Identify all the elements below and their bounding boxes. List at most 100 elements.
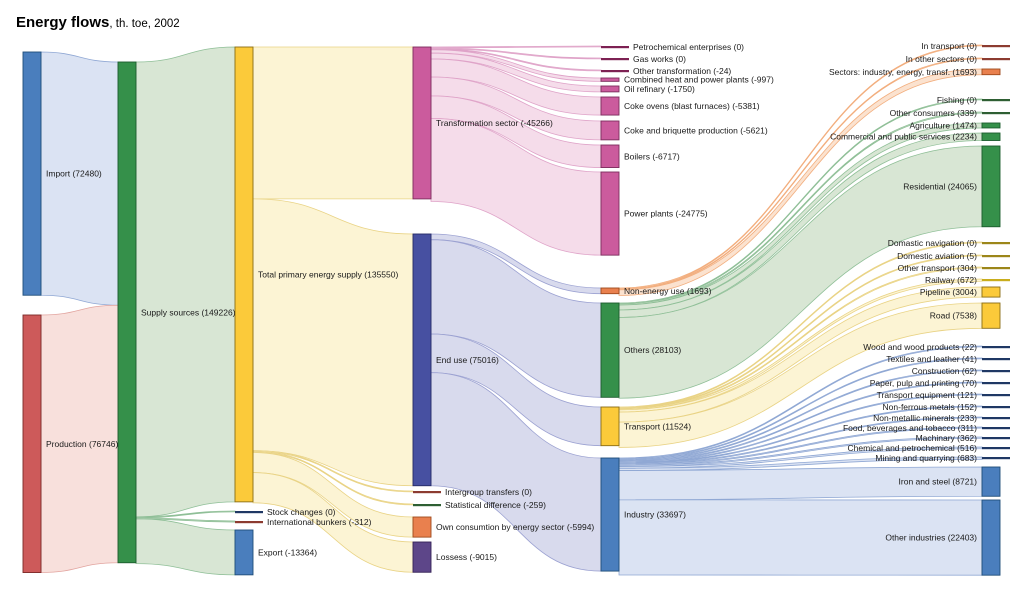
label-production: Production (76746) — [46, 439, 118, 449]
label-powerplants: Power plants (-24775) — [624, 209, 708, 219]
node-construction — [982, 370, 1010, 373]
label-nonferrous: Non-ferrous metals (152) — [883, 402, 978, 412]
node-commercial — [981, 132, 1001, 141]
node-inothersectors — [982, 58, 1010, 61]
node-otherindustries — [981, 499, 1001, 576]
label-import: Import (72480) — [46, 169, 102, 179]
label-construction: Construction (62) — [912, 366, 977, 376]
label-supply: Supply sources (149226) — [141, 307, 236, 317]
label-export: Export (-13364) — [258, 547, 317, 557]
label-gasworks: Gas works (0) — [633, 54, 686, 64]
label-others: Others (28103) — [624, 345, 681, 355]
label-machinery: Machinary (362) — [916, 433, 978, 443]
label-intergroup: Intergroup transfers (0) — [445, 487, 532, 497]
node-transport — [600, 406, 620, 447]
node-transportequipment — [982, 394, 1010, 397]
label-othertransformation: Other transformation (-24) — [633, 66, 731, 76]
label-fishing: Fishing (0) — [937, 95, 977, 105]
label-boilers: Boilers (-6717) — [624, 151, 680, 161]
label-bunkers: International bunkers (-312) — [267, 517, 372, 527]
label-transport: Transport (11524) — [624, 421, 691, 431]
node-tpes — [234, 46, 254, 503]
node-import — [22, 51, 42, 296]
label-agriculture: Agriculture (1474) — [909, 120, 977, 130]
label-otherindustries: Other industries (22403) — [885, 533, 977, 543]
node-export — [234, 529, 254, 576]
flow-transformation-to-petrochemical — [430, 45, 602, 49]
label-chemical: Chemical and petrochemical (516) — [848, 443, 978, 453]
node-othertransport — [982, 267, 1010, 270]
label-nonmetallic: Non-metallic minerals (233) — [873, 413, 977, 423]
node-boilers — [600, 144, 620, 168]
title-main: Energy flows — [16, 14, 110, 31]
node-losses — [412, 541, 432, 573]
node-ironsteel — [981, 466, 1001, 497]
label-industry: Industry (33697) — [624, 510, 686, 520]
label-railway: Railway (672) — [925, 275, 977, 285]
node-bunkers — [235, 521, 263, 524]
label-transportequipment: Transport equipment (121) — [877, 390, 977, 400]
node-nonmetallic — [982, 417, 1010, 420]
node-othertransformation — [601, 70, 629, 73]
node-nonferrous — [982, 406, 1010, 409]
node-chemical — [982, 447, 1010, 450]
node-domnavigation — [982, 242, 1010, 245]
label-wood: Wood and wood products (22) — [863, 342, 977, 352]
node-mining — [982, 457, 1010, 460]
node-production — [22, 314, 42, 573]
label-textiles: Textiles and leather (41) — [886, 354, 977, 364]
flow-tpes-to-enduse — [252, 198, 414, 487]
node-others — [600, 302, 620, 398]
node-pipeline — [981, 286, 1001, 298]
flow-tpes-to-transformation — [252, 46, 414, 200]
label-road: Road (7538) — [930, 311, 977, 321]
label-chp: Combined heat and power plants (-997) — [624, 75, 774, 85]
node-cokebriquette — [600, 120, 620, 141]
label-oilrefinery: Oil refinary (-1750) — [624, 84, 695, 94]
node-nonenergy — [600, 287, 620, 295]
label-paper: Paper, pulp and printing (70) — [870, 378, 977, 388]
label-sectorsiet: Sectors: industry, energy, transf. (1693… — [829, 67, 977, 77]
node-otherconsumers — [982, 112, 1010, 115]
label-nonenergy: Non-energy use (1693) — [624, 286, 712, 296]
node-stock — [235, 511, 263, 514]
node-wood — [982, 346, 1010, 349]
label-enduse: End use (75016) — [436, 355, 499, 365]
node-powerplants — [600, 171, 620, 256]
flow-supply-to-export — [135, 518, 236, 576]
title-subtitle: , th. toe, 2002 — [109, 18, 180, 30]
label-inothersectors: In other sectors (0) — [906, 54, 978, 64]
node-intergroup — [413, 491, 441, 494]
label-cokeovens: Coke ovens (blast furnaces) (-5381) — [624, 101, 760, 111]
flow-industry-to-mining — [618, 456, 983, 471]
node-ownconsumption — [412, 516, 432, 538]
label-cokebriquette: Coke and briquette production (-5621) — [624, 125, 768, 135]
page-title: Energy flows, th. toe, 2002 — [16, 14, 180, 32]
label-transformation: Transformation sector (-45266) — [436, 118, 553, 128]
flow-transport-to-railway — [618, 278, 983, 413]
label-petrochemical: Petrochemical enterprises (0) — [633, 42, 744, 52]
node-domaviation — [982, 255, 1010, 258]
label-ownconsumption: Own consumtion by energy sector (-5994) — [436, 522, 594, 532]
node-statistical — [413, 504, 441, 507]
node-petrochemical — [601, 46, 629, 49]
node-oilrefinery — [600, 85, 620, 93]
label-otherconsumers: Other consumers (339) — [890, 108, 978, 118]
node-road — [981, 302, 1001, 329]
node-enduse — [412, 233, 432, 487]
label-othertransport: Other transport (304) — [898, 263, 978, 273]
label-losses: Lossess (-9015) — [436, 552, 497, 562]
node-industry — [600, 457, 620, 572]
label-statistical: Statistical difference (-259) — [445, 500, 546, 510]
node-supply — [117, 61, 137, 564]
node-paper — [982, 382, 1010, 385]
node-sectorsiet — [981, 68, 1001, 76]
label-commercial: Commercial and public services (2234) — [830, 132, 977, 142]
node-gasworks — [601, 58, 629, 61]
node-cokeovens — [600, 96, 620, 116]
label-mining: Mining and quarrying (683) — [875, 453, 977, 463]
node-textiles — [982, 358, 1010, 361]
node-fishing — [982, 99, 1010, 102]
